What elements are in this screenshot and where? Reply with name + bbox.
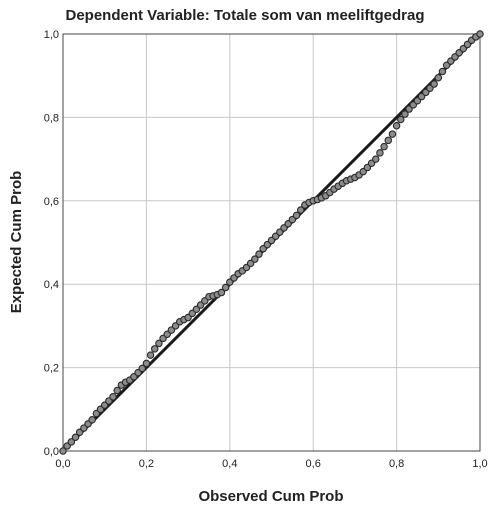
- data-point: [150, 345, 159, 353]
- x-axis-label: Observed Cum Prob: [198, 488, 343, 505]
- data-point: [217, 288, 226, 297]
- y-axis-label: Expected Cum Prob: [8, 171, 25, 314]
- plot-frame: [62, 33, 481, 452]
- data-point: [430, 80, 438, 88]
- y-tick-label: 0,0: [44, 446, 59, 458]
- data-point: [155, 339, 163, 348]
- data-point: [380, 142, 388, 151]
- tick-labels: 0,00,0 0,2 0,2 0,4 0,4 0,6 0,6 0,8 0,8 1,0 1,0: [44, 29, 488, 470]
- y-tick-label: 0,6: [44, 196, 59, 208]
- x-tick-label: 0,6: [306, 458, 321, 470]
- data-point: [376, 149, 384, 157]
- data-point: [88, 415, 96, 424]
- data-point: [384, 136, 393, 145]
- data-point: [296, 206, 305, 214]
- x-tick-label: 0,4: [222, 458, 237, 470]
- y-tick-label: 1,0: [44, 29, 59, 41]
- data-point: [251, 255, 259, 263]
- x-tick-label: 0,0: [55, 458, 70, 470]
- x-tick-label: 0,2: [139, 458, 154, 470]
- data-point: [113, 386, 121, 395]
- y-tick-label: 0,8: [44, 112, 59, 124]
- y-tick-label: 0,2: [44, 363, 59, 375]
- data-point: [71, 433, 80, 441]
- y-tick-label: 0,4: [44, 279, 59, 291]
- data-points: [59, 30, 484, 455]
- data-point: [371, 155, 380, 163]
- data-point: [438, 67, 447, 76]
- data-point: [109, 393, 117, 401]
- data-point: [401, 110, 409, 118]
- data-point: [142, 359, 151, 368]
- data-point: [392, 121, 401, 130]
- data-point: [138, 364, 146, 373]
- data-point: [476, 30, 484, 38]
- data-point: [388, 130, 397, 138]
- data-point: [59, 447, 67, 455]
- data-point: [397, 115, 405, 124]
- x-tick-label: 1,0: [472, 458, 487, 470]
- x-tick-label: 0,8: [389, 458, 404, 470]
- data-point: [67, 438, 76, 446]
- data-point: [292, 211, 301, 220]
- chart-title: Dependent Variable: Totale som van meeli…: [66, 7, 425, 24]
- data-point: [434, 74, 443, 82]
- data-point: [255, 250, 263, 258]
- data-point: [221, 283, 230, 292]
- data-point: [146, 351, 155, 359]
